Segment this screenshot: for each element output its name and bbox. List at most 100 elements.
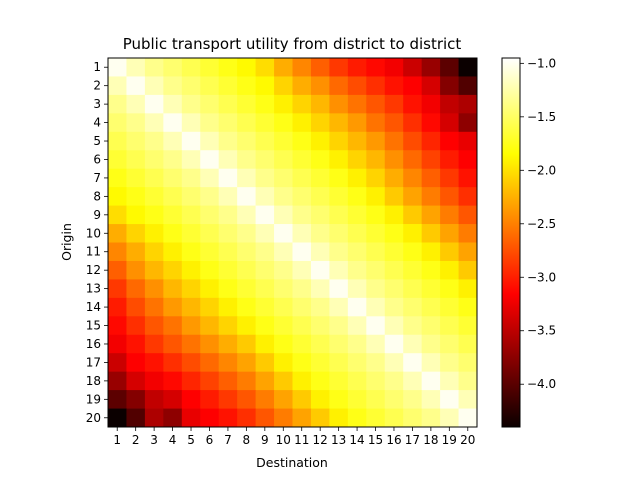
heatmap-cell xyxy=(255,187,275,206)
heatmap-cell xyxy=(292,150,312,170)
x-tick-label: 20 xyxy=(460,433,475,447)
colorbar-tick-label: −3.5 xyxy=(527,324,556,338)
heatmap-cell xyxy=(163,390,183,409)
plot-frame xyxy=(107,57,478,428)
heatmap-cell xyxy=(126,58,146,77)
heatmap-cell xyxy=(126,353,146,373)
heatmap-cell xyxy=(329,371,349,391)
heatmap-cell xyxy=(108,297,127,317)
heatmap-cell xyxy=(163,334,183,354)
y-tick-label: 7 xyxy=(93,171,101,185)
heatmap-cell xyxy=(274,297,293,317)
heatmap-cell xyxy=(108,242,127,262)
heatmap-cell xyxy=(384,334,404,354)
y-tick-label: 16 xyxy=(86,337,101,351)
heatmap-cell xyxy=(421,260,441,280)
heatmap-cell xyxy=(144,168,164,188)
heatmap-cell xyxy=(237,408,256,428)
heatmap-cell xyxy=(255,168,275,188)
heatmap-cell xyxy=(458,205,478,225)
heatmap-cell xyxy=(384,187,404,206)
heatmap-cell xyxy=(126,297,146,317)
heatmap-cell xyxy=(237,390,256,409)
heatmap-cell xyxy=(200,168,220,188)
heatmap-cell xyxy=(347,205,367,225)
heatmap-cell xyxy=(421,334,441,354)
x-tick-label: 14 xyxy=(349,433,364,447)
heatmap-cell xyxy=(237,58,256,77)
heatmap-cell xyxy=(403,408,423,428)
heatmap-cell xyxy=(237,260,256,280)
heatmap-cell xyxy=(440,131,459,151)
heatmap-cell xyxy=(403,187,423,206)
heatmap-cell xyxy=(347,297,367,317)
heatmap-cell xyxy=(384,224,404,243)
heatmap-cell xyxy=(181,131,201,151)
heatmap-cell xyxy=(440,242,459,262)
heatmap-cell xyxy=(458,390,478,409)
heatmap-cell xyxy=(310,408,330,428)
colorbar-tick-label: −2.5 xyxy=(527,217,556,231)
heatmap-cell xyxy=(347,279,367,299)
heatmap-cell xyxy=(255,94,275,114)
heatmap-cell xyxy=(458,187,478,206)
heatmap-cell xyxy=(163,260,183,280)
x-tick-label: 3 xyxy=(150,433,158,447)
heatmap-cell xyxy=(274,279,293,299)
heatmap-cell xyxy=(310,94,330,114)
heatmap-cell xyxy=(403,279,423,299)
heatmap-cell xyxy=(421,205,441,225)
heatmap-cell xyxy=(292,113,312,133)
heatmap-cell xyxy=(237,279,256,299)
heatmap-cell xyxy=(237,224,256,243)
heatmap-cell xyxy=(403,168,423,188)
heatmap-cell xyxy=(292,371,312,391)
heatmap-cell xyxy=(144,205,164,225)
heatmap-cell xyxy=(200,316,220,336)
heatmap-cell xyxy=(200,224,220,243)
heatmap-cell xyxy=(163,187,183,206)
heatmap-cell xyxy=(403,316,423,336)
colorbar xyxy=(501,57,521,428)
heatmap-cell xyxy=(384,94,404,114)
heatmap-cell xyxy=(218,408,238,428)
heatmap-cell xyxy=(421,224,441,243)
y-tick-label: 19 xyxy=(86,392,101,406)
heatmap-cell xyxy=(347,76,367,96)
heatmap-cell xyxy=(181,187,201,206)
heatmap-cell xyxy=(292,353,312,373)
heatmap-cell xyxy=(403,150,423,170)
heatmap-cell xyxy=(458,224,478,243)
heatmap-cell xyxy=(421,316,441,336)
heatmap-cell xyxy=(292,58,312,77)
heatmap-cell xyxy=(440,390,459,409)
heatmap-cell xyxy=(366,390,386,409)
heatmap-cell xyxy=(274,187,293,206)
heatmap-cell xyxy=(421,113,441,133)
heatmap-cell xyxy=(403,58,423,77)
y-tick-label: 6 xyxy=(93,152,101,166)
heatmap-cell xyxy=(384,297,404,317)
heatmap-cell xyxy=(329,94,349,114)
heatmap-cell xyxy=(181,94,201,114)
heatmap-cell xyxy=(163,316,183,336)
heatmap-cell xyxy=(329,224,349,243)
heatmap-cell xyxy=(108,390,127,409)
heatmap-cell xyxy=(255,390,275,409)
heatmap-cell xyxy=(458,150,478,170)
heatmap-cell xyxy=(163,131,183,151)
heatmap-cell xyxy=(458,297,478,317)
heatmap-cell xyxy=(126,113,146,133)
heatmap-cell xyxy=(144,150,164,170)
heatmap-cell xyxy=(237,334,256,354)
heatmap-cell xyxy=(237,205,256,225)
heatmap-cell xyxy=(144,353,164,373)
heatmap-cell xyxy=(126,168,146,188)
heatmap-cell xyxy=(255,316,275,336)
heatmap-cell xyxy=(421,297,441,317)
heatmap-cell xyxy=(421,408,441,428)
heatmap-cell xyxy=(347,131,367,151)
heatmap-cell xyxy=(181,168,201,188)
heatmap-cell xyxy=(440,113,459,133)
heatmap-cell xyxy=(218,297,238,317)
